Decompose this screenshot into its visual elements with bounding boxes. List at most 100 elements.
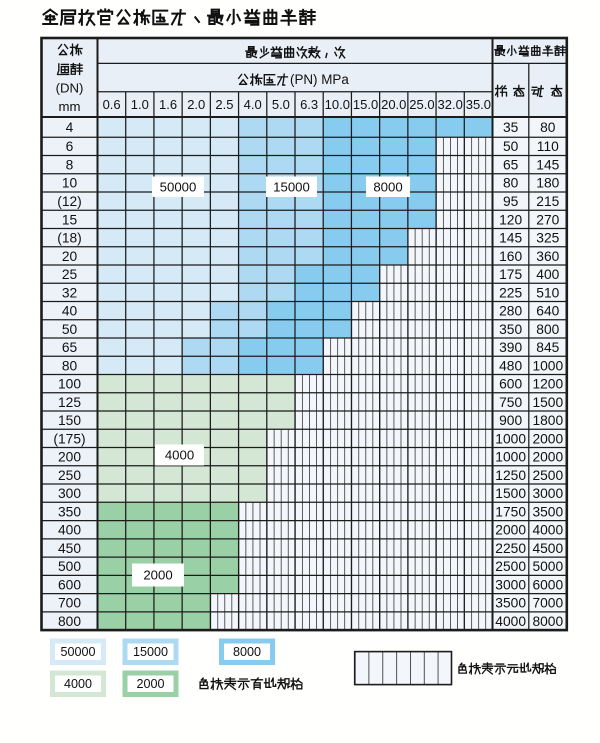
svg-text:32.0: 32.0	[438, 97, 463, 112]
svg-text:(PN) MPa: (PN) MPa	[290, 72, 349, 87]
svg-text:2000: 2000	[532, 450, 563, 465]
svg-text:50: 50	[503, 139, 519, 154]
svg-text:10: 10	[62, 176, 78, 191]
svg-text:(12): (12)	[57, 194, 82, 209]
svg-text:15.0: 15.0	[353, 97, 378, 112]
svg-text:5.0: 5.0	[272, 97, 290, 112]
svg-text:20.0: 20.0	[381, 97, 406, 112]
svg-text:8000: 8000	[233, 645, 261, 659]
svg-text:35: 35	[503, 120, 519, 135]
svg-text:80: 80	[503, 176, 519, 191]
svg-text:80: 80	[540, 120, 556, 135]
svg-text:450: 450	[58, 541, 81, 556]
svg-text:125: 125	[58, 395, 81, 410]
svg-text:400: 400	[58, 523, 81, 538]
svg-text:2000: 2000	[143, 568, 172, 583]
svg-text:4000: 4000	[64, 677, 92, 691]
svg-text:1200: 1200	[532, 377, 563, 392]
svg-text:2000: 2000	[532, 431, 563, 446]
svg-text:200: 200	[58, 450, 81, 465]
svg-text:225: 225	[499, 285, 522, 300]
svg-text:270: 270	[536, 212, 559, 227]
svg-text:1750: 1750	[495, 504, 526, 519]
svg-text:20: 20	[62, 249, 78, 264]
svg-text:110: 110	[537, 139, 559, 154]
svg-text:6000: 6000	[532, 577, 563, 592]
svg-text:900: 900	[499, 413, 522, 428]
svg-text:2000: 2000	[136, 677, 164, 691]
svg-text:175: 175	[499, 267, 522, 282]
svg-text:1000: 1000	[495, 450, 526, 465]
svg-text:1000: 1000	[532, 358, 563, 373]
svg-text:25.0: 25.0	[409, 97, 434, 112]
svg-text:4000: 4000	[165, 448, 194, 463]
svg-text:15: 15	[62, 212, 78, 227]
svg-text:350: 350	[58, 504, 81, 519]
svg-text:2250: 2250	[495, 541, 526, 556]
svg-text:4000: 4000	[532, 523, 563, 538]
svg-text:8: 8	[66, 157, 74, 172]
svg-text:3500: 3500	[495, 596, 526, 611]
svg-text:50000: 50000	[160, 179, 197, 194]
svg-text:800: 800	[58, 614, 81, 629]
svg-text:2000: 2000	[495, 523, 526, 538]
svg-text:640: 640	[536, 304, 559, 319]
svg-text:300: 300	[58, 486, 81, 501]
svg-text:35.0: 35.0	[466, 97, 491, 112]
svg-text:7000: 7000	[532, 596, 563, 611]
svg-text:600: 600	[58, 577, 81, 592]
svg-text:4000: 4000	[495, 614, 526, 629]
svg-text:150: 150	[58, 413, 81, 428]
svg-text:845: 845	[536, 340, 559, 355]
svg-text:2500: 2500	[495, 559, 526, 574]
svg-text:mm: mm	[59, 99, 81, 114]
svg-text:1800: 1800	[532, 413, 563, 428]
svg-text:325: 325	[536, 231, 559, 246]
svg-text:215: 215	[536, 194, 559, 209]
svg-text:1500: 1500	[495, 486, 526, 501]
svg-text:4500: 4500	[532, 541, 563, 556]
svg-text:65: 65	[503, 157, 519, 172]
svg-text:500: 500	[58, 559, 81, 574]
svg-text:6: 6	[66, 139, 74, 154]
svg-text:65: 65	[62, 340, 78, 355]
svg-text:50: 50	[62, 322, 78, 337]
svg-text:390: 390	[499, 340, 522, 355]
svg-text:15000: 15000	[133, 645, 168, 659]
svg-text:1000: 1000	[495, 431, 526, 446]
svg-text:6.3: 6.3	[300, 97, 318, 112]
svg-text:120: 120	[499, 212, 522, 227]
svg-text:2500: 2500	[532, 468, 563, 483]
svg-text:3000: 3000	[532, 486, 563, 501]
svg-text:4: 4	[66, 120, 74, 135]
svg-text:1500: 1500	[532, 395, 563, 410]
svg-text:8000: 8000	[532, 614, 563, 629]
svg-text:3000: 3000	[495, 577, 526, 592]
svg-text:8000: 8000	[373, 179, 402, 194]
svg-text:700: 700	[58, 596, 81, 611]
svg-text:50000: 50000	[60, 645, 95, 659]
svg-text:800: 800	[536, 322, 559, 337]
svg-text:25: 25	[62, 267, 78, 282]
svg-text:350: 350	[499, 322, 522, 337]
svg-text:(18): (18)	[57, 231, 82, 246]
svg-text:160: 160	[499, 249, 522, 264]
svg-text:3500: 3500	[532, 504, 563, 519]
svg-text:1250: 1250	[495, 468, 526, 483]
svg-text:10.0: 10.0	[325, 97, 350, 112]
svg-text:(DN): (DN)	[56, 80, 84, 95]
svg-text:750: 750	[499, 395, 522, 410]
svg-text:280: 280	[499, 304, 522, 319]
svg-text:1.0: 1.0	[131, 97, 149, 112]
svg-text:40: 40	[62, 304, 78, 319]
svg-text:5000: 5000	[532, 559, 563, 574]
svg-text:145: 145	[536, 157, 559, 172]
svg-text:2.5: 2.5	[215, 97, 233, 112]
svg-text:32: 32	[62, 285, 77, 300]
svg-text:360: 360	[536, 249, 559, 264]
svg-text:400: 400	[536, 267, 559, 282]
svg-text:1.6: 1.6	[159, 97, 177, 112]
svg-text:4.0: 4.0	[244, 97, 262, 112]
svg-text:145: 145	[499, 231, 522, 246]
svg-text:0.6: 0.6	[103, 97, 121, 112]
